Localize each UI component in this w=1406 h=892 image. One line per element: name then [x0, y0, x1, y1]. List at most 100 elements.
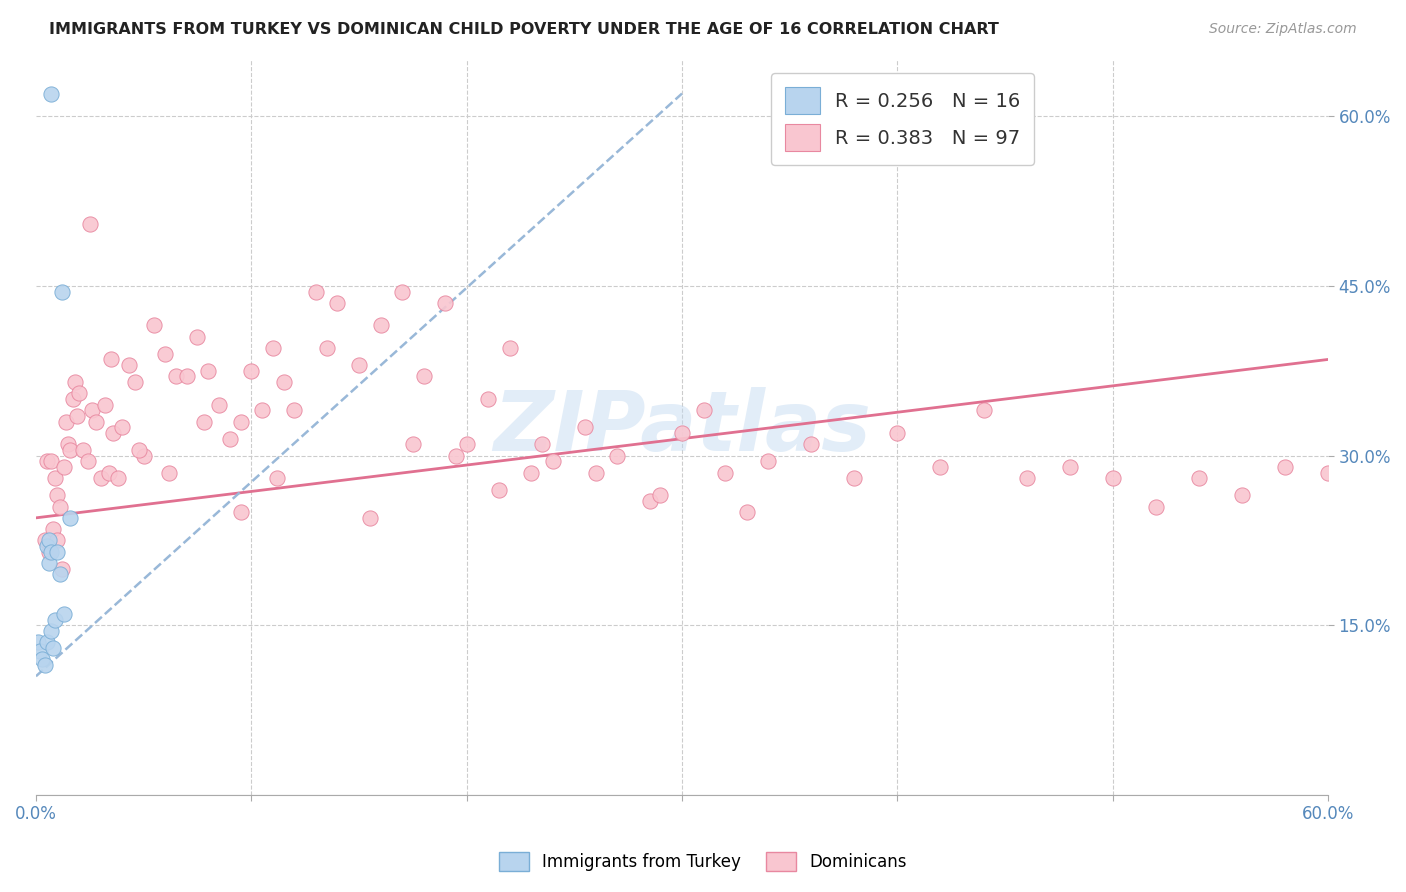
Text: Source: ZipAtlas.com: Source: ZipAtlas.com	[1209, 22, 1357, 37]
Legend: Immigrants from Turkey, Dominicans: Immigrants from Turkey, Dominicans	[491, 843, 915, 880]
Point	[94, 398, 117, 412]
Point	[541, 454, 564, 468]
Point	[1230, 488, 1253, 502]
Point	[39, 87, 62, 101]
Point	[1144, 500, 1167, 514]
Point	[44, 613, 66, 627]
Point	[520, 466, 543, 480]
Point	[38, 556, 60, 570]
Point	[176, 369, 198, 384]
Point	[208, 398, 231, 412]
Point	[800, 437, 823, 451]
Point	[412, 369, 434, 384]
Point	[90, 471, 112, 485]
Point	[305, 285, 328, 299]
Point	[51, 562, 73, 576]
Point	[34, 657, 56, 672]
Point	[48, 567, 70, 582]
Point	[107, 471, 129, 485]
Point	[262, 341, 284, 355]
Point	[98, 466, 121, 480]
Point	[39, 545, 62, 559]
Point	[359, 511, 381, 525]
Point	[35, 539, 58, 553]
Point	[1059, 459, 1081, 474]
Point	[229, 505, 252, 519]
Point	[929, 459, 952, 474]
Point	[1101, 471, 1123, 485]
Point	[42, 640, 65, 655]
Point	[1317, 466, 1340, 480]
Point	[58, 437, 80, 451]
Point	[34, 533, 56, 548]
Point	[143, 318, 166, 333]
Point	[159, 466, 181, 480]
Point	[59, 511, 82, 525]
Point	[692, 403, 714, 417]
Point	[315, 341, 337, 355]
Point	[52, 607, 75, 621]
Point	[250, 403, 273, 417]
Point	[128, 442, 150, 457]
Point	[240, 364, 263, 378]
Point	[1188, 471, 1211, 485]
Point	[46, 533, 69, 548]
Point	[42, 522, 65, 536]
Point	[477, 392, 499, 406]
Point	[35, 454, 58, 468]
Point	[444, 449, 467, 463]
Point	[283, 403, 305, 417]
Point	[132, 449, 155, 463]
Point	[52, 459, 75, 474]
Point	[650, 488, 672, 502]
Point	[79, 217, 101, 231]
Point	[585, 466, 607, 480]
Point	[35, 635, 58, 649]
Point	[347, 358, 370, 372]
Point	[39, 624, 62, 638]
Point	[434, 296, 457, 310]
Point	[72, 442, 94, 457]
Point	[391, 285, 413, 299]
Point	[67, 386, 90, 401]
Point	[671, 425, 693, 440]
Point	[59, 442, 82, 457]
Point	[606, 449, 628, 463]
Point	[326, 296, 349, 310]
Point	[638, 494, 661, 508]
Point	[51, 285, 73, 299]
Point	[273, 375, 295, 389]
Point	[218, 432, 240, 446]
Point	[30, 644, 52, 658]
Point	[574, 420, 596, 434]
Point	[38, 545, 60, 559]
Point	[111, 420, 134, 434]
Point	[27, 635, 49, 649]
Point	[55, 415, 77, 429]
Point	[66, 409, 89, 423]
Point	[31, 652, 53, 666]
Point	[44, 471, 66, 485]
Point	[80, 403, 103, 417]
Point	[531, 437, 554, 451]
Point	[39, 454, 62, 468]
Text: IMMIGRANTS FROM TURKEY VS DOMINICAN CHILD POVERTY UNDER THE AGE OF 16 CORRELATIO: IMMIGRANTS FROM TURKEY VS DOMINICAN CHIL…	[49, 22, 1000, 37]
Point	[63, 375, 86, 389]
Point	[186, 330, 208, 344]
Text: ZIPatlas: ZIPatlas	[494, 387, 870, 467]
Point	[84, 415, 107, 429]
Legend: R = 0.256   N = 16, R = 0.383   N = 97: R = 0.256 N = 16, R = 0.383 N = 97	[770, 73, 1033, 165]
Point	[229, 415, 252, 429]
Point	[402, 437, 425, 451]
Point	[488, 483, 510, 497]
Point	[499, 341, 522, 355]
Point	[456, 437, 478, 451]
Point	[46, 488, 69, 502]
Point	[1274, 459, 1296, 474]
Point	[756, 454, 779, 468]
Point	[370, 318, 392, 333]
Point	[76, 454, 98, 468]
Point	[844, 471, 866, 485]
Point	[153, 347, 176, 361]
Point	[266, 471, 288, 485]
